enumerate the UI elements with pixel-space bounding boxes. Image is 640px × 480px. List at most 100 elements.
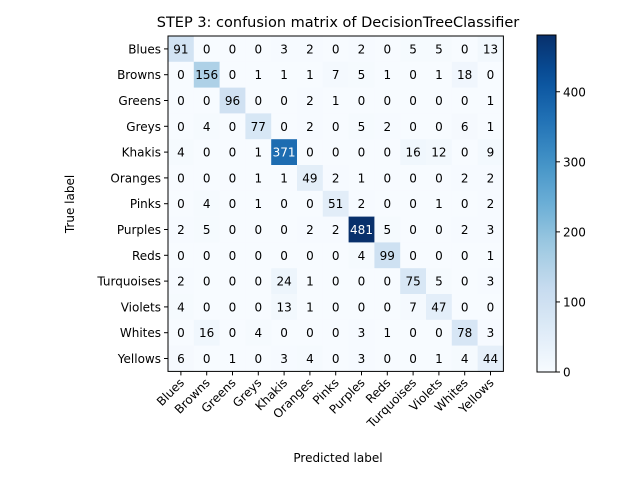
heatmap-cell [400,294,427,321]
cell-value-label: 1 [435,352,443,366]
heatmap-cell [245,319,272,346]
heatmap-cell [426,139,453,166]
heatmap-cell [245,216,272,243]
cell-value-label: 2 [332,171,340,185]
heatmap-cell [193,87,220,114]
cell-value-label: 0 [254,223,262,237]
heatmap-cell [348,165,375,192]
cell-value-label: 0 [229,197,237,211]
heatmap-cell [271,36,298,63]
heatmap-cell [168,242,195,269]
heatmap-cell [374,216,401,243]
heatmap-cell [322,190,349,217]
cell-value-label: 96 [225,94,240,108]
heatmap-cell [400,36,427,63]
colorbar-tick-label: 100 [563,295,586,309]
cell-value-label: 0 [229,171,237,185]
heatmap-cell [245,87,272,114]
cell-value-label: 6 [461,120,469,134]
cell-value-label: 0 [229,146,237,160]
cell-value-label: 5 [435,42,443,56]
cell-value-label: 4 [358,249,366,263]
heatmap-cell [245,61,272,88]
heatmap-cell [271,268,298,295]
cell-value-label: 1 [280,68,288,82]
cell-value-label: 0 [383,94,391,108]
x-axis-label: Predicted label [293,451,382,465]
cell-value-label: 0 [487,300,495,314]
heatmap-cell [193,36,220,63]
cell-value-label: 0 [487,68,495,82]
cell-value-label: 1 [383,326,391,340]
heatmap-cells [168,36,504,372]
heatmap-cell [297,87,324,114]
cell-value-label: 5 [358,68,366,82]
cell-value-label: 3 [487,275,495,289]
heatmap-cell [168,165,195,192]
cell-value-label: 2 [461,171,469,185]
cell-value-label: 2 [487,197,495,211]
cell-value-label: 0 [177,249,185,263]
heatmap-cell [193,190,220,217]
heatmap-cell [477,36,504,63]
cell-value-label: 1 [254,68,262,82]
cell-value-label: 0 [461,42,469,56]
cell-value-label: 2 [306,223,314,237]
cell-value-label: 44 [483,352,498,366]
cell-value-label: 2 [306,94,314,108]
heatmap-cell [168,139,195,166]
cell-value-label: 0 [229,120,237,134]
heatmap-cell [400,190,427,217]
cell-value-label: 0 [332,120,340,134]
cell-value-label: 16 [199,326,214,340]
heatmap-cell [168,36,195,63]
cell-value-label: 2 [461,223,469,237]
heatmap-cell [271,139,298,166]
heatmap-cell [271,61,298,88]
cell-value-label: 4 [254,326,262,340]
heatmap-cell [426,319,453,346]
cell-value-label: 0 [280,120,288,134]
heatmap-cell [193,139,220,166]
heatmap-cell [477,165,504,192]
heatmap-cell [426,113,453,140]
heatmap-cell [451,242,478,269]
heatmap-cell [219,190,246,217]
cell-value-label: 0 [203,249,211,263]
heatmap-cell [451,139,478,166]
cell-value-label: 1 [487,94,495,108]
heatmap-cell [322,61,349,88]
cell-value-label: 0 [203,94,211,108]
colorbar-tick-label: 300 [563,155,586,169]
cell-value-label: 4 [461,352,469,366]
heatmap-cell [322,294,349,321]
cell-value-label: 0 [229,249,237,263]
cell-value-label: 0 [203,275,211,289]
heatmap-cell [374,294,401,321]
heatmap-cell [271,190,298,217]
heatmap-cell [193,294,220,321]
heatmap-cell [219,319,246,346]
heatmap-cell [451,294,478,321]
cell-value-label: 1 [280,171,288,185]
heatmap-cell [271,294,298,321]
cell-value-label: 1 [306,68,314,82]
cell-value-label: 5 [203,223,211,237]
heatmap-cell [271,165,298,192]
heatmap-cell [477,242,504,269]
cell-value-label: 49 [302,171,317,185]
heatmap-cell [477,268,504,295]
cell-value-label: 4 [306,352,314,366]
heatmap-cell [400,216,427,243]
heatmap-cell [168,294,195,321]
heatmap-cell [245,190,272,217]
heatmap-cell [245,36,272,63]
y-axis-ticks: Blues Browns Greens Greys Khakis Oranges Pinks… [96,42,168,366]
heatmap-cell [348,61,375,88]
heatmap-cell [322,216,349,243]
y-tick-label: Blues [128,42,161,56]
cell-value-label: 2 [487,171,495,185]
cell-value-label: 0 [177,94,185,108]
heatmap-cell [400,268,427,295]
